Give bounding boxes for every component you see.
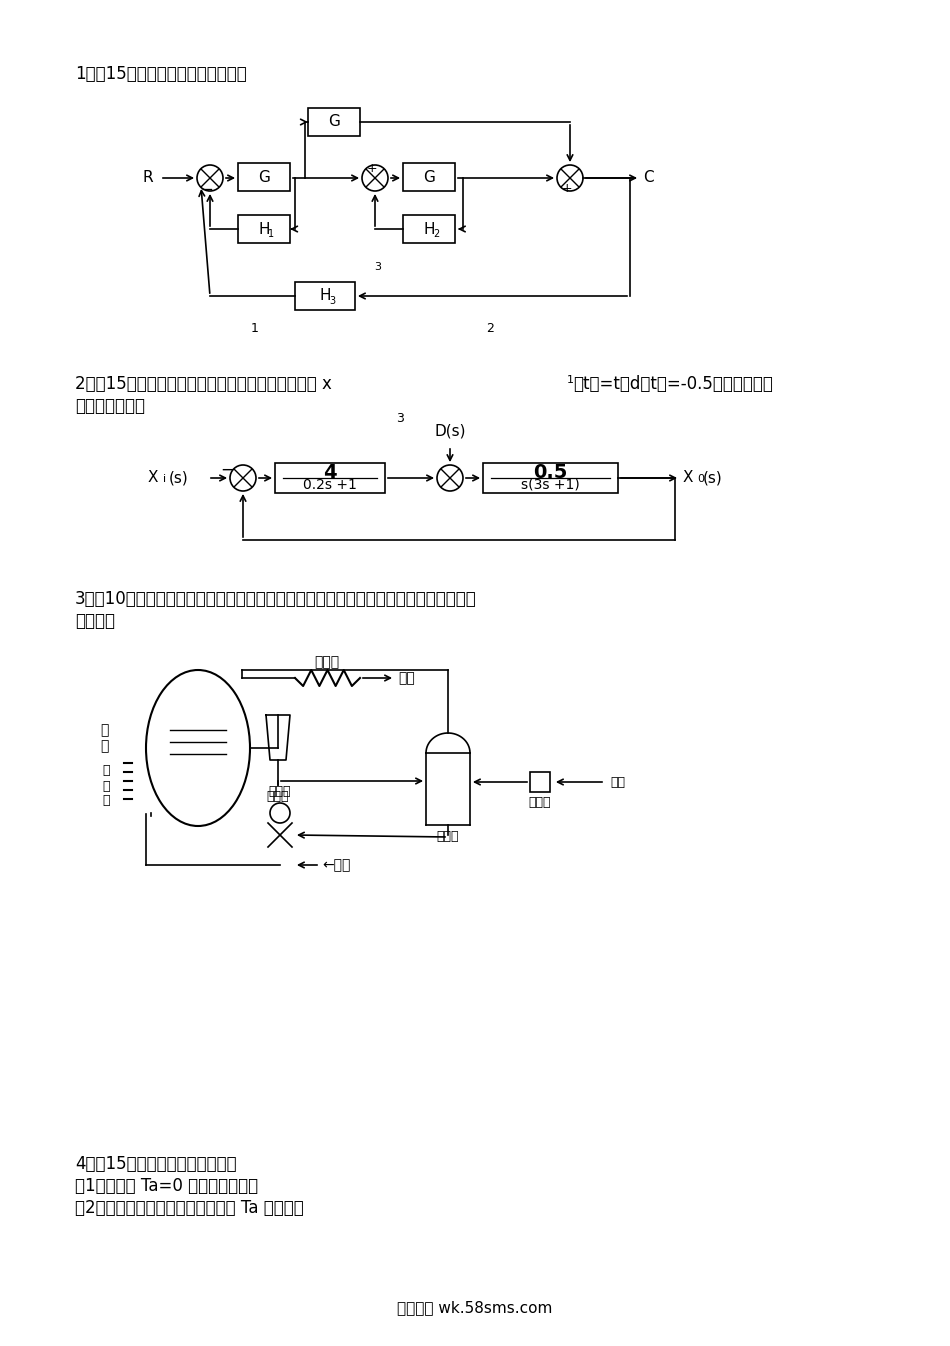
Text: G: G [423,170,435,184]
Text: 1: 1 [251,322,259,335]
Bar [403,163,455,191]
Text: 过热器: 过热器 [314,656,339,669]
Text: D(s): D(s) [434,423,466,437]
Text: （t）=t，d（t）=-0.5。试计算该系: （t）=t，d（t）=-0.5。试计算该系 [573,376,773,393]
Bar [238,163,290,191]
Text: C: C [643,171,654,186]
Text: 0: 0 [697,474,704,485]
Text: 调节器: 调节器 [437,830,459,843]
Text: 2: 2 [433,229,439,240]
Text: 3: 3 [396,412,404,425]
Text: 0.5: 0.5 [533,463,568,482]
Text: s(3s +1): s(3s +1) [522,478,580,493]
Text: 汽
鼓: 汽 鼓 [100,723,108,754]
Text: −: − [220,460,234,479]
Text: −: − [200,183,214,198]
Text: +: + [561,182,572,195]
Text: 4: 4 [323,463,337,482]
Text: 1: 1 [567,376,574,385]
Text: 1．（15分）试求下图的传递函数。: 1．（15分）试求下图的传递函数。 [75,65,247,83]
Text: 1: 1 [268,229,275,240]
Text: 气源: 气源 [610,775,625,789]
Bar [238,215,290,244]
Text: ←给水: ←给水 [322,857,351,872]
Text: G: G [258,170,270,184]
Text: 定值器: 定值器 [529,795,551,809]
Text: 2: 2 [486,322,494,335]
Text: 控对象。: 控对象。 [75,612,115,630]
Text: （1）试绘制 Ta=0 时的闭环极点；: （1）试绘制 Ta=0 时的闭环极点； [75,1176,258,1195]
Text: 蒸汽: 蒸汽 [398,672,415,685]
Text: 3: 3 [374,262,382,272]
Text: 3．（10分）根据以下锅炉液位控制系统示意图画出其方块图，指出输入量、输出量及被: 3．（10分）根据以下锅炉液位控制系统示意图画出其方块图，指出输入量、输出量及被 [75,590,477,608]
Text: H: H [319,288,331,303]
Text: X: X [148,471,159,486]
Bar [295,283,355,310]
Bar [308,108,360,136]
Text: R: R [142,171,153,186]
Text: (s): (s) [169,471,189,486]
Text: 变送器: 变送器 [267,790,289,804]
Text: H: H [424,222,435,237]
Text: 0.2s +1: 0.2s +1 [303,478,357,493]
Text: X: X [683,471,694,486]
Bar [483,463,618,493]
Bar [530,773,550,791]
Text: 省
煤
器: 省 煤 器 [103,765,110,808]
Text: +: + [367,162,377,175]
Text: 调节阀: 调节阀 [269,785,292,798]
Text: （2）确定使系统为过阻尼状态时的 Ta 值范围；: （2）确定使系统为过阻尼状态时的 Ta 值范围； [75,1199,304,1217]
Text: 五八文库 wk.58sms.com: 五八文库 wk.58sms.com [397,1300,553,1315]
Text: 4．（15分）系统结构如图所示。: 4．（15分）系统结构如图所示。 [75,1155,237,1172]
Text: 3: 3 [329,296,335,306]
Text: 2．（15分）某单位反馈系统结构如下图所示，已知 x: 2．（15分）某单位反馈系统结构如下图所示，已知 x [75,376,332,393]
Text: G: G [328,114,340,129]
Bar [403,215,455,244]
Text: i: i [163,474,166,485]
Bar [275,463,385,493]
Text: 统的稳态误差。: 统的稳态误差。 [75,397,145,415]
Text: (s): (s) [703,471,723,486]
Text: H: H [258,222,270,237]
